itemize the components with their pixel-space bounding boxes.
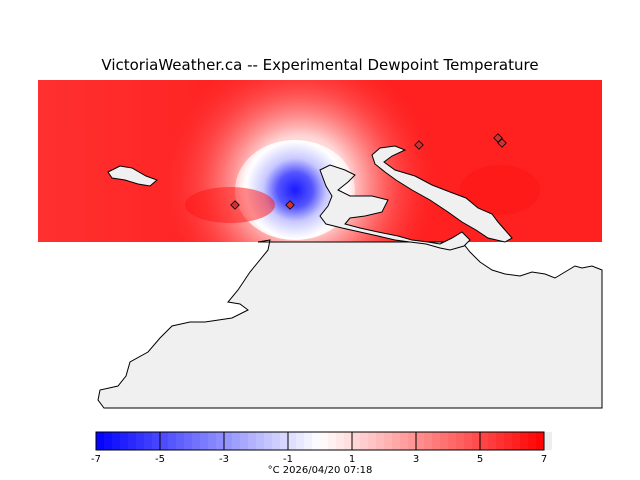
colorbar-swatch: [112, 432, 121, 450]
colorbar-swatch: [368, 432, 377, 450]
colorbar-swatch: [456, 432, 465, 450]
colorbar-swatch: [208, 432, 217, 450]
map-title: VictoriaWeather.ca -- Experimental Dewpo…: [101, 56, 539, 74]
colorbar-swatch: [168, 432, 177, 450]
station-marker: [230, 200, 240, 210]
station-markers: [230, 133, 507, 210]
colorbar-swatch: [336, 432, 345, 450]
colorbar-swatch: [352, 432, 361, 450]
colorbar-swatch: [264, 432, 273, 450]
colorbar-swatch: [120, 432, 129, 450]
colorbar-swatch: [488, 432, 497, 450]
colorbar-swatch: [376, 432, 385, 450]
colorbar-swatch: [448, 432, 457, 450]
colorbar-swatch: [184, 432, 193, 450]
colorbar-swatch: [424, 432, 433, 450]
dewpoint-field: [38, 80, 602, 242]
colorbar-swatch: [240, 432, 249, 450]
colorbar: [95, 431, 552, 451]
colorbar-swatch: [328, 432, 337, 450]
colorbar-swatch: [152, 432, 161, 450]
station-marker: [497, 138, 507, 148]
colorbar-swatch: [416, 432, 425, 450]
colorbar-swatch: [480, 432, 489, 450]
colorbar-swatch: [256, 432, 265, 450]
colorbar-swatch: [400, 432, 409, 450]
station-marker: [414, 140, 424, 150]
colorbar-swatch: [192, 432, 201, 450]
colorbar-caption: °C 2026/04/20 07:18: [267, 465, 373, 476]
colorbar-swatch: [200, 432, 209, 450]
land-mass: [97, 239, 603, 409]
colorbar-swatch: [96, 432, 105, 450]
island-west: [107, 165, 158, 187]
colorbar-swatch: [504, 432, 513, 450]
colorbar-extension: [544, 432, 552, 450]
colorbar-swatch: [296, 432, 305, 450]
colorbar-swatch: [496, 432, 505, 450]
colorbar-swatch: [520, 432, 529, 450]
colorbar-swatch: [512, 432, 521, 450]
colorbar-swatch: [128, 432, 137, 450]
colorbar-swatch: [360, 432, 369, 450]
colorbar-swatch: [272, 432, 281, 450]
colorbar-swatch: [176, 432, 185, 450]
colorbar-swatch: [528, 432, 537, 450]
colorbar-swatch: [160, 432, 169, 450]
coastline-inlet: [319, 164, 471, 251]
colorbar-swatch: [280, 432, 289, 450]
colorbar-swatch: [216, 432, 225, 450]
colorbar-swatch: [472, 432, 481, 450]
station-marker: [285, 200, 295, 210]
colorbar-swatch: [304, 432, 313, 450]
colorbar-swatch: [432, 432, 441, 450]
colorbar-swatch: [440, 432, 449, 450]
colorbar-swatch: [536, 432, 545, 450]
colorbar-swatch: [464, 432, 473, 450]
colorbar-swatch: [144, 432, 153, 450]
colorbar-swatch: [248, 432, 257, 450]
colorbar-swatch: [408, 432, 417, 450]
colorbar-swatch: [392, 432, 401, 450]
colorbar-swatch: [104, 432, 113, 450]
colorbar-swatch: [136, 432, 145, 450]
colorbar-swatch: [232, 432, 241, 450]
coastline-peninsula: [371, 145, 513, 243]
colorbar-swatch: [224, 432, 233, 450]
colorbar-swatch: [288, 432, 297, 450]
colorbar-swatch: [320, 432, 329, 450]
colorbar-swatch: [312, 432, 321, 450]
colorbar-swatch: [384, 432, 393, 450]
colorbar-swatch: [344, 432, 353, 450]
